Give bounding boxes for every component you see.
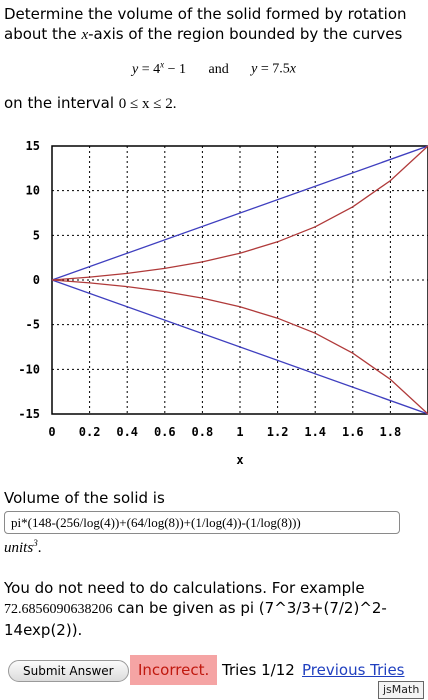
previous-tries-link[interactable]: Previous Tries (302, 661, 405, 679)
series-line-2 (51, 279, 428, 415)
y-tick-label: -15 (18, 407, 40, 421)
curve-1-equation: y = 4x − 1 (132, 59, 187, 77)
status-badge: Incorrect. (130, 655, 218, 685)
x-tick-label: 1.8 (380, 425, 402, 439)
x-tick-label: 0 (48, 425, 55, 439)
instruction-note: You do not need to do calculations. For … (4, 579, 387, 639)
x-tick-label: 0.4 (116, 425, 138, 439)
volume-label: Volume of the solid is (4, 489, 165, 507)
interval-expression: 0 ≤ x ≤ 2. (118, 96, 177, 112)
series-line-3 (51, 145, 428, 281)
interval-line: on the interval 0 ≤ x ≤ 2. (4, 93, 177, 114)
y-tick-label: 5 (33, 228, 40, 242)
tries-counter: Tries 1/12 (222, 661, 295, 679)
problem-statement: Determine the volume of the solid formed… (4, 4, 424, 45)
x-tick-label: 1 (236, 425, 243, 439)
units-label: units3. (4, 538, 42, 556)
problem-intro-text: Determine the volume of the solid formed… (4, 5, 407, 43)
example-number: 72.6856090638206 (4, 602, 113, 617)
series-line-4 (51, 279, 428, 415)
x-tick-label: 1.6 (342, 425, 364, 439)
curve-2-equation: y = 7.5x (251, 61, 296, 77)
x-tick-label: 0.2 (79, 425, 101, 439)
x-tick-label: 0.8 (192, 425, 214, 439)
interval-prefix: on the interval (4, 94, 119, 112)
y-tick-label: 0 (33, 273, 40, 287)
y-tick-label: 15 (26, 139, 40, 153)
y-tick-label: 10 (26, 184, 40, 198)
y-tick-label: -10 (18, 362, 40, 376)
region-plot: 15 10 5 0 -5 -10 -15 0 0.2 0.4 0.6 0.8 1 1.2 1.4 1.6 1.8… (18, 139, 428, 467)
jsmath-button[interactable]: jsMath (378, 681, 425, 699)
series-line-1 (51, 145, 428, 281)
x-tick-label: 0.6 (154, 425, 176, 439)
x-axis-label: x (236, 453, 243, 467)
answer-input[interactable]: pi*(148-(256/log(4))+(64/log(8))+(1/log(… (4, 511, 400, 534)
submit-answer-button[interactable]: Submit Answer (8, 660, 129, 682)
x-tick-label: 1.2 (267, 425, 289, 439)
x-tick-label: 1.4 (304, 425, 326, 439)
curve-equations: y = 4x − 1 and y = 7.5x (0, 59, 428, 78)
y-tick-label: -5 (26, 318, 40, 332)
and-connector: and (208, 61, 229, 77)
axis-variable: x (81, 27, 89, 43)
problem-intro-end-text: -axis of the region bounded by the curve… (88, 25, 403, 43)
